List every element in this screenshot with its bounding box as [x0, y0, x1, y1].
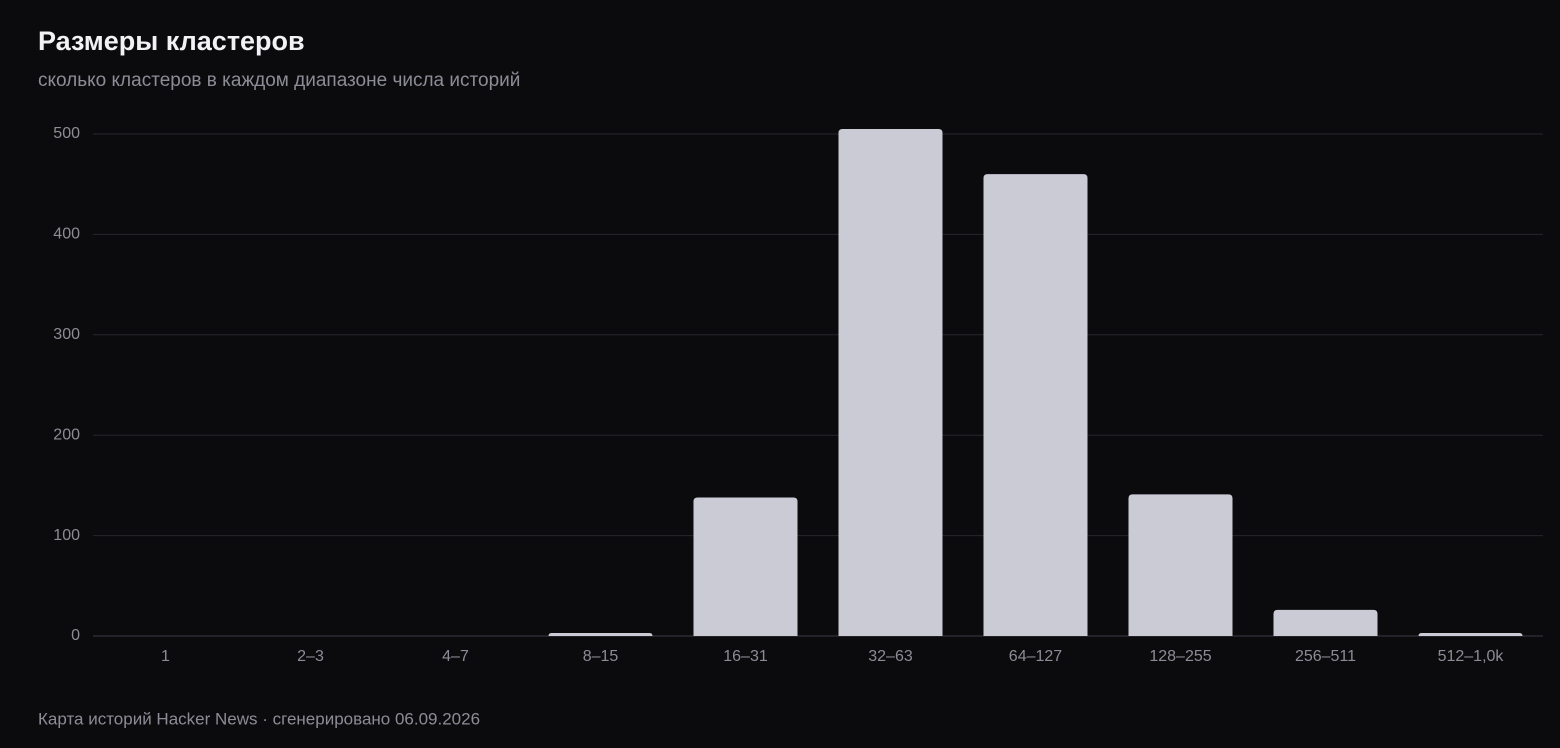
bar: [693, 497, 798, 636]
y-tick-label: 0: [71, 627, 80, 644]
bar: [548, 632, 653, 636]
x-tick-label: 2–3: [297, 648, 324, 665]
x-tick-label: 16–31: [723, 648, 768, 665]
x-tick-label: 256–511: [1295, 648, 1356, 665]
bar: [1273, 609, 1378, 636]
bar: [838, 128, 943, 637]
bar: [1418, 632, 1523, 636]
y-tick-label: 300: [53, 326, 80, 343]
x-tick-label: 1: [161, 648, 170, 665]
y-tick-label: 500: [53, 125, 80, 142]
y-tick-label: 200: [53, 426, 80, 443]
x-tick-label: 64–127: [1009, 648, 1062, 665]
chart-subtitle: сколько кластеров в каждом диапазоне чис…: [38, 70, 520, 91]
x-tick-label: 8–15: [583, 648, 619, 665]
y-tick-label: 400: [53, 226, 80, 243]
x-tick-label: 32–63: [868, 648, 913, 665]
bar: [1128, 494, 1233, 636]
x-tick-label: 128–255: [1149, 648, 1211, 665]
x-tick-label: 4–7: [442, 648, 469, 665]
y-tick-label: 100: [53, 527, 80, 544]
footer: Карта историй Hacker News · сгенерирован…: [38, 709, 480, 728]
chart-title: Размеры кластеров: [38, 26, 305, 56]
bar: [983, 174, 1088, 636]
x-tick-label: 512–1,0k: [1438, 648, 1505, 665]
